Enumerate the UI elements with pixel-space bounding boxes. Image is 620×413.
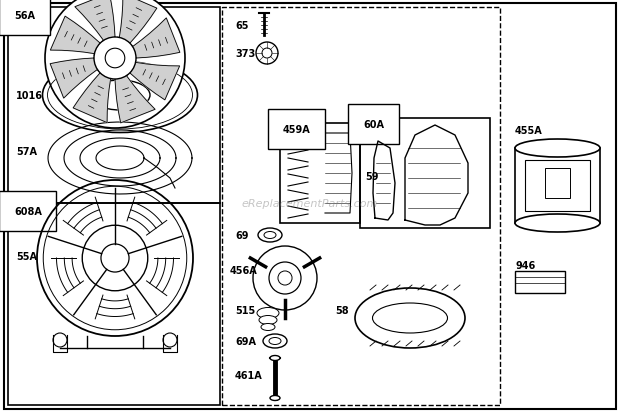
Text: 515: 515	[235, 305, 255, 315]
Polygon shape	[50, 59, 99, 99]
Text: 1016: 1016	[16, 91, 43, 101]
Text: 461A: 461A	[235, 370, 263, 380]
Ellipse shape	[269, 338, 281, 345]
Text: 373: 373	[235, 49, 255, 59]
Bar	[222, 8, 500, 405]
Ellipse shape	[515, 140, 600, 158]
Text: 56A: 56A	[14, 11, 35, 21]
Ellipse shape	[264, 232, 276, 239]
Bar	[525, 161, 590, 211]
Ellipse shape	[261, 324, 275, 331]
Bar	[8, 8, 220, 204]
Text: eReplacementParts.com: eReplacementParts.com	[242, 199, 378, 209]
Circle shape	[269, 262, 301, 294]
Polygon shape	[73, 74, 112, 123]
Bar	[545, 169, 570, 199]
Polygon shape	[75, 0, 115, 43]
Ellipse shape	[258, 228, 282, 242]
Text: 65: 65	[235, 21, 249, 31]
Circle shape	[94, 38, 136, 80]
Circle shape	[253, 247, 317, 310]
Bar	[280, 124, 360, 223]
Text: 608A: 608A	[14, 206, 42, 216]
Text: 69: 69	[235, 230, 249, 240]
Polygon shape	[50, 17, 100, 56]
Polygon shape	[115, 75, 155, 123]
Bar	[515, 271, 565, 293]
Ellipse shape	[373, 303, 448, 333]
Ellipse shape	[270, 356, 280, 361]
Polygon shape	[131, 19, 180, 59]
Text: 455A: 455A	[515, 126, 542, 136]
Ellipse shape	[355, 288, 465, 348]
Polygon shape	[130, 62, 180, 101]
Text: 459A: 459A	[283, 125, 311, 135]
Text: 55A: 55A	[16, 252, 37, 261]
Text: 456A: 456A	[230, 266, 258, 275]
Polygon shape	[405, 126, 468, 225]
Ellipse shape	[43, 58, 198, 133]
Ellipse shape	[515, 214, 600, 233]
Ellipse shape	[257, 308, 279, 319]
Circle shape	[105, 49, 125, 69]
Ellipse shape	[270, 396, 280, 401]
Polygon shape	[373, 142, 395, 221]
Circle shape	[278, 271, 292, 285]
Circle shape	[45, 0, 185, 129]
Text: 946: 946	[515, 260, 535, 271]
Text: 58: 58	[335, 305, 348, 315]
Polygon shape	[118, 0, 157, 44]
Ellipse shape	[90, 81, 150, 111]
Text: 57A: 57A	[16, 147, 37, 157]
Text: 60A: 60A	[363, 120, 384, 130]
Bar	[360, 119, 490, 228]
Text: 69A: 69A	[235, 336, 256, 346]
Ellipse shape	[259, 316, 277, 325]
Bar	[8, 204, 220, 405]
Ellipse shape	[263, 334, 287, 348]
Text: 59: 59	[365, 171, 378, 182]
